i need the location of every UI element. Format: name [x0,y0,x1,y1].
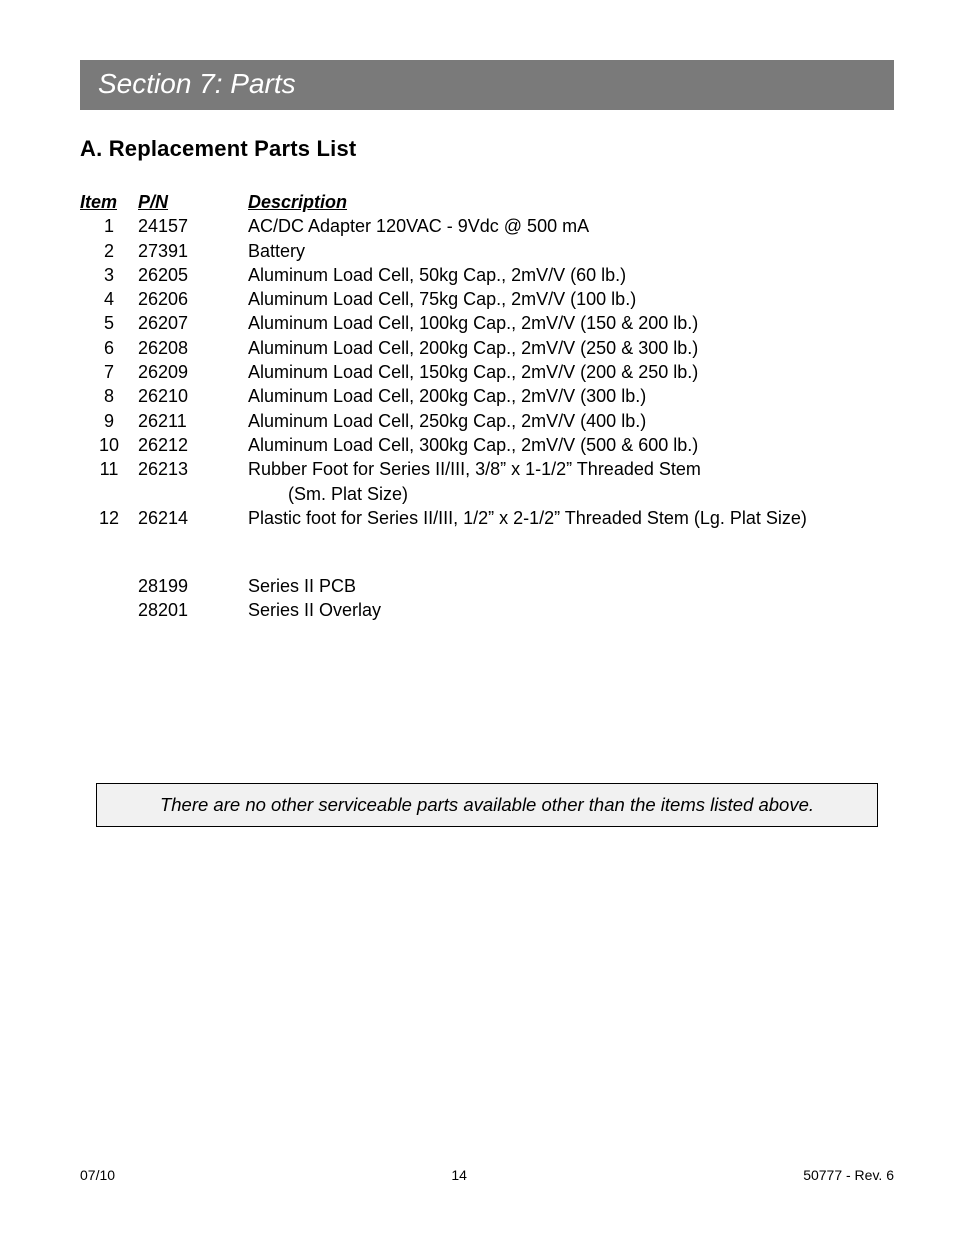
table-row: 7 26209 Aluminum Load Cell, 150kg Cap., … [80,360,894,384]
cell-pn: 26205 [138,263,248,287]
cell-desc: Plastic foot for Series II/III, 1/2” x 2… [248,506,894,530]
table-header-row: Item P/N Description [80,190,894,214]
cell-item: 3 [80,263,138,287]
cell-pn: 26214 [138,506,248,530]
table-row: 6 26208 Aluminum Load Cell, 200kg Cap., … [80,336,894,360]
extra-row: 28201 Series II Overlay [80,598,894,622]
cell-item: 10 [80,433,138,457]
cell-desc: Aluminum Load Cell, 150kg Cap., 2mV/V (2… [248,360,894,384]
table-row: 10 26212 Aluminum Load Cell, 300kg Cap.,… [80,433,894,457]
subheading: A. Replacement Parts List [80,136,894,162]
cell-desc: Aluminum Load Cell, 50kg Cap., 2mV/V (60… [248,263,894,287]
cell-item: 7 [80,360,138,384]
table-row: 11 26213 Rubber Foot for Series II/III, … [80,457,894,481]
page-footer: 07/10 14 50777 - Rev. 6 [80,1167,894,1183]
cell-pn: 28201 [138,598,248,622]
cell-item: 8 [80,384,138,408]
cell-pn: 26210 [138,384,248,408]
cell-desc: Aluminum Load Cell, 300kg Cap., 2mV/V (5… [248,433,894,457]
cell-desc-sub: (Sm. Plat Size) [248,482,894,506]
cell-pn: 26208 [138,336,248,360]
cell-item: 12 [80,506,138,530]
cell-pn: 24157 [138,214,248,238]
cell-desc: Aluminum Load Cell, 250kg Cap., 2mV/V (4… [248,409,894,433]
cell-pn: 26209 [138,360,248,384]
cell-desc: Aluminum Load Cell, 200kg Cap., 2mV/V (3… [248,384,894,408]
cell-item: 9 [80,409,138,433]
table-row: 12 26214 Plastic foot for Series II/III,… [80,506,894,530]
cell-desc: Aluminum Load Cell, 100kg Cap., 2mV/V (1… [248,311,894,335]
extras-block: 28199 Series II PCB 28201 Series II Over… [80,574,894,623]
cell-item: 5 [80,311,138,335]
footer-date: 07/10 [80,1167,115,1183]
note-text: There are no other serviceable parts ava… [160,794,814,815]
cell-pn: 27391 [138,239,248,263]
cell-desc: Battery [248,239,894,263]
cell-item: 2 [80,239,138,263]
cell-desc: Aluminum Load Cell, 75kg Cap., 2mV/V (10… [248,287,894,311]
table-row: 8 26210 Aluminum Load Cell, 200kg Cap., … [80,384,894,408]
extra-row: 28199 Series II PCB [80,574,894,598]
footer-docrev: 50777 - Rev. 6 [803,1167,894,1183]
cell-desc: Rubber Foot for Series II/III, 3/8” x 1-… [248,457,894,481]
cell-pn: 28199 [138,574,248,598]
cell-pn: 26212 [138,433,248,457]
table-row: 3 26205 Aluminum Load Cell, 50kg Cap., 2… [80,263,894,287]
cell-item-empty [80,574,138,598]
note-box: There are no other serviceable parts ava… [96,783,878,827]
cell-pn: 26213 [138,457,248,481]
table-row: 5 26207 Aluminum Load Cell, 100kg Cap., … [80,311,894,335]
table-row: 4 26206 Aluminum Load Cell, 75kg Cap., 2… [80,287,894,311]
footer-page-number: 14 [451,1167,467,1183]
cell-item: 6 [80,336,138,360]
cell-pn: 26206 [138,287,248,311]
cell-pn: 26211 [138,409,248,433]
cell-desc: Series II Overlay [248,598,894,622]
cell-item: 1 [80,214,138,238]
section-title: Section 7: Parts [98,68,296,99]
parts-table: Item P/N Description 1 24157 AC/DC Adapt… [80,190,894,623]
cell-desc: AC/DC Adapter 120VAC - 9Vdc @ 500 mA [248,214,894,238]
section-banner: Section 7: Parts [80,60,894,110]
cell-desc: Series II PCB [248,574,894,598]
cell-pn: 26207 [138,311,248,335]
table-row: 2 27391 Battery [80,239,894,263]
cell-item: 11 [80,457,138,481]
cell-item-empty [80,482,138,506]
table-row: 9 26211 Aluminum Load Cell, 250kg Cap., … [80,409,894,433]
header-pn: P/N [138,192,168,212]
cell-desc: Aluminum Load Cell, 200kg Cap., 2mV/V (2… [248,336,894,360]
header-desc: Description [248,192,347,212]
header-item: Item [80,192,117,212]
cell-item-empty [80,598,138,622]
table-row: 1 24157 AC/DC Adapter 120VAC - 9Vdc @ 50… [80,214,894,238]
cell-pn-empty [138,482,248,506]
cell-item: 4 [80,287,138,311]
table-row-continuation: (Sm. Plat Size) [80,482,894,506]
